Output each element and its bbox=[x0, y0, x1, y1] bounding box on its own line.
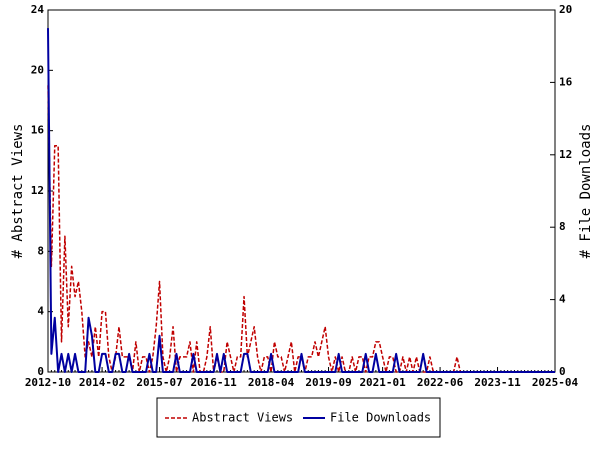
y2-tick-label: 20 bbox=[559, 3, 572, 16]
y2-tick-label: 4 bbox=[559, 293, 566, 306]
series-line bbox=[47, 85, 555, 373]
y-tick-label: 20 bbox=[31, 63, 44, 76]
x-tick-label: 2021-01 bbox=[359, 376, 406, 389]
y-tick-label: 4 bbox=[37, 305, 44, 318]
legend-box bbox=[156, 397, 441, 438]
y2-tick-label: 8 bbox=[559, 220, 566, 233]
x-tick-label: 2019-09 bbox=[305, 376, 351, 389]
y2-tick-label: 0 bbox=[559, 365, 566, 378]
x-tick-label: 2018-04 bbox=[248, 376, 295, 389]
y2-tick-label: 16 bbox=[559, 75, 573, 88]
x-tick-label: 2014-02 bbox=[79, 376, 125, 389]
y-tick-label: 16 bbox=[31, 124, 45, 137]
y-tick-label: 8 bbox=[37, 244, 44, 257]
y-tick-label: 12 bbox=[31, 184, 44, 197]
y-tick-label: 24 bbox=[31, 3, 45, 16]
x-tick-label: 2022-06 bbox=[417, 376, 464, 389]
y-axis-title: # Abstract Views bbox=[10, 124, 26, 259]
x-tick-label: 2023-11 bbox=[474, 376, 521, 389]
series-line bbox=[47, 28, 555, 373]
legend: Abstract Views File Downloads bbox=[156, 397, 441, 438]
x-tick-label: 2016-11 bbox=[190, 376, 237, 389]
legend-label: File Downloads bbox=[330, 411, 431, 425]
x-tick-label: 2015-07 bbox=[136, 376, 182, 389]
x-tick-label: 2012-10 bbox=[25, 376, 71, 389]
y-tick-label: 0 bbox=[37, 365, 44, 378]
plot-frame bbox=[47, 9, 556, 373]
y2-tick-label: 12 bbox=[559, 148, 572, 161]
y2-axis-title: # File Downloads bbox=[578, 124, 594, 259]
x-tick-label: 2025-04 bbox=[532, 376, 579, 389]
legend-label: Abstract Views bbox=[192, 411, 293, 425]
